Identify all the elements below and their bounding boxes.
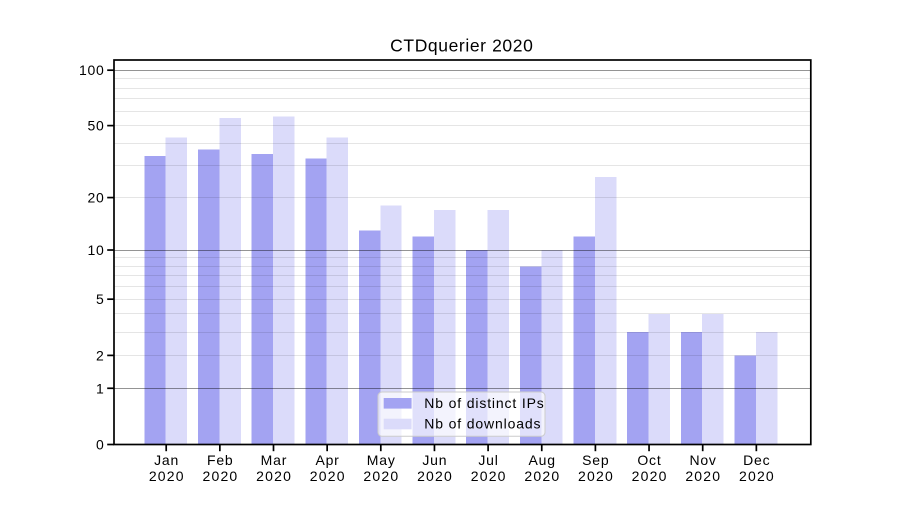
svg-text:Aug: Aug: [528, 452, 555, 468]
svg-text:Jul: Jul: [478, 452, 498, 468]
svg-text:Dec: Dec: [743, 452, 770, 468]
svg-text:Jun: Jun: [422, 452, 447, 468]
svg-text:2: 2: [96, 347, 105, 363]
svg-text:Oct: Oct: [637, 452, 661, 468]
svg-text:2020: 2020: [417, 468, 453, 484]
svg-text:Jan: Jan: [154, 452, 179, 468]
svg-text:2020: 2020: [632, 468, 668, 484]
svg-text:1: 1: [96, 380, 105, 396]
svg-text:0: 0: [96, 437, 105, 453]
svg-text:CTDquerier 2020: CTDquerier 2020: [390, 35, 533, 55]
svg-text:Feb: Feb: [207, 452, 234, 468]
svg-text:2020: 2020: [685, 468, 721, 484]
svg-text:2020: 2020: [524, 468, 560, 484]
svg-text:Sep: Sep: [582, 452, 609, 468]
svg-text:Mar: Mar: [261, 452, 288, 468]
svg-text:2020: 2020: [471, 468, 507, 484]
svg-text:2020: 2020: [256, 468, 292, 484]
svg-text:5: 5: [96, 291, 105, 307]
svg-text:10: 10: [88, 242, 105, 258]
svg-text:2020: 2020: [739, 468, 775, 484]
svg-text:2020: 2020: [310, 468, 346, 484]
svg-text:100: 100: [79, 62, 104, 78]
svg-text:2020: 2020: [202, 468, 238, 484]
svg-text:50: 50: [88, 118, 105, 134]
svg-text:Apr: Apr: [315, 452, 339, 468]
svg-text:2020: 2020: [149, 468, 185, 484]
svg-text:2020: 2020: [363, 468, 399, 484]
svg-text:Nov: Nov: [689, 452, 716, 468]
svg-text:20: 20: [88, 190, 105, 206]
svg-text:May: May: [367, 452, 396, 468]
svg-text:Nb of downloads: Nb of downloads: [424, 416, 541, 432]
svg-text:Nb of distinct IPs: Nb of distinct IPs: [424, 395, 544, 411]
svg-text:2020: 2020: [578, 468, 614, 484]
